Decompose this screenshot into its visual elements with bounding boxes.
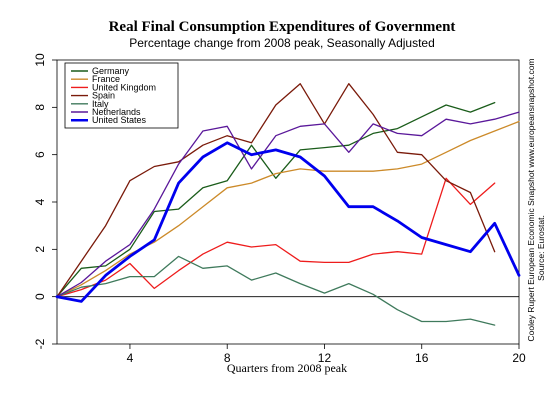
legend-label-germany: Germany [92,66,130,76]
y-tick-label: 4 [33,198,47,205]
x-tick-label: 4 [127,351,134,365]
x-tick-label: 12 [318,351,332,365]
legend-label-spain: Spain [92,91,115,101]
x-axis-label: Quarters from 2008 peak [227,361,347,375]
series-line-united-states [55,141,521,303]
x-tick-label: 20 [512,351,526,365]
y-tick-label: -2 [33,338,47,349]
source-line-1: Source: Eurostat. [536,215,546,281]
x-tick-label: 16 [415,351,429,365]
legend-label-netherlands: Netherlands [92,107,141,117]
series-line-spain [56,83,496,298]
y-tick-label: 10 [33,53,47,67]
legend-label-italy: Italy [92,99,109,109]
chart-subtitle: Percentage change from 2008 peak, Season… [129,36,435,50]
y-tick-label: 0 [33,293,47,300]
x-tick-label: 8 [224,351,231,365]
axes: -2 0 2 4 6 8 10 4 8 12 16 20 [33,53,526,365]
legend-label-united-states: United States [92,115,147,125]
series-lines [55,83,521,326]
source-notes: Source: Eurostat. Cooley Rupert European… [526,58,546,341]
y-tick-label: 2 [33,246,47,253]
series-line-germany [56,101,496,298]
y-tick-label: 6 [33,151,47,158]
series-line-italy [56,255,496,326]
series-line-netherlands [56,111,520,298]
source-line-2: Cooley Rupert European Economic Snapshot… [526,58,536,341]
legend-label-france: France [92,74,120,84]
y-tick-label: 8 [33,104,47,111]
series-line-france [56,120,520,298]
series-line-united-kingdom [56,177,496,298]
legend-label-united-kingdom: United Kingdom [92,82,156,92]
chart-title: Real Final Consumption Expenditures of G… [109,19,456,35]
